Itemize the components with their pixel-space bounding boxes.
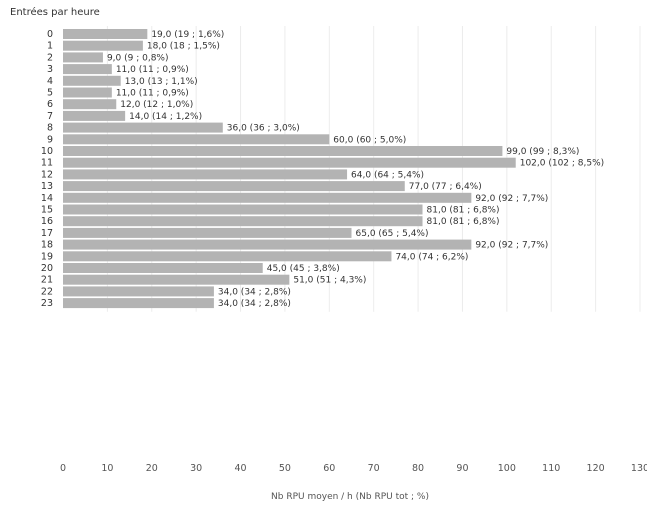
x-tick-label: 20 (146, 463, 158, 474)
data-label: 77,0 (77 ; 6,4%) (409, 182, 482, 192)
bar (63, 286, 214, 297)
data-label: 60,0 (60 ; 5,0%) (333, 135, 406, 145)
data-label: 45,0 (45 ; 3,8%) (267, 264, 340, 274)
bar (63, 239, 472, 250)
data-label: 12,0 (12 ; 1,0%) (120, 100, 193, 110)
data-label: 81,0 (81 ; 6,8%) (427, 217, 500, 227)
x-tick-label: 0 (60, 463, 66, 474)
bar (63, 169, 348, 180)
y-category-label: 4 (47, 76, 53, 87)
bar (63, 122, 223, 133)
data-label: 51,0 (51 ; 4,3%) (293, 276, 366, 286)
y-category-label: 9 (47, 134, 53, 145)
y-category-label: 18 (41, 240, 53, 251)
y-category-label: 22 (41, 286, 53, 297)
data-label: 92,0 (92 ; 7,7%) (475, 241, 548, 251)
data-label: 65,0 (65 ; 5,4%) (356, 229, 429, 239)
bar (63, 204, 423, 215)
y-category-label: 17 (41, 228, 53, 239)
y-category-label: 6 (47, 99, 53, 110)
bar (63, 146, 503, 156)
x-tick-label: 80 (412, 463, 424, 474)
y-category-label: 19 (41, 251, 53, 262)
bar (63, 274, 290, 285)
y-category-label: 14 (41, 193, 53, 204)
data-label: 18,0 (18 ; 1,5%) (147, 42, 220, 52)
y-category-label: 15 (41, 205, 53, 216)
chart-title: Entrées par heure (10, 7, 100, 18)
data-label: 36,0 (36 ; 3,0%) (227, 124, 300, 134)
bar (63, 99, 117, 110)
bar (63, 52, 103, 63)
y-category-label: 20 (41, 263, 53, 274)
x-tick-label: 100 (498, 463, 516, 474)
bar (63, 263, 263, 273)
bar (63, 227, 352, 238)
data-label: 14,0 (14 ; 1,2%) (129, 112, 202, 122)
bars (63, 29, 516, 309)
bar (63, 134, 330, 145)
bar (63, 87, 112, 98)
y-category-label: 0 (47, 29, 53, 40)
data-label: 102,0 (102 ; 8,5%) (520, 159, 604, 169)
data-label: 34,0 (34 ; 2,8%) (218, 299, 291, 309)
x-tick-label: 130 (631, 463, 647, 474)
bar (63, 29, 148, 39)
data-label: 19,0 (19 ; 1,6%) (151, 30, 224, 40)
data-label: 92,0 (92 ; 7,7%) (475, 194, 548, 204)
x-tick-label: 120 (587, 463, 605, 474)
y-category-label: 23 (41, 298, 53, 309)
data-label: 64,0 (64 ; 5,4%) (351, 170, 424, 180)
y-category-label: 10 (41, 146, 53, 157)
bar (63, 64, 112, 75)
y-category-label: 1 (47, 41, 53, 52)
data-label: 34,0 (34 ; 2,8%) (218, 287, 291, 297)
y-category-label: 16 (41, 216, 53, 227)
data-label: 81,0 (81 ; 6,8%) (427, 206, 500, 216)
bar (63, 110, 126, 121)
data-label: 13,0 (13 ; 1,1%) (125, 77, 198, 87)
x-tick-label: 50 (279, 463, 291, 474)
x-tick-label: 70 (368, 463, 380, 474)
bar (63, 192, 472, 203)
x-tick-label: 90 (456, 463, 468, 474)
y-category-label: 12 (41, 169, 53, 180)
y-category-label: 7 (47, 111, 53, 122)
bar (63, 157, 516, 168)
data-label: 9,0 (9 ; 0,8%) (107, 53, 169, 63)
bar (63, 298, 214, 309)
x-tick-label: 10 (101, 463, 113, 474)
x-tick-label: 30 (190, 463, 202, 474)
y-category-label: 8 (47, 123, 53, 134)
x-axis-title: Nb RPU moyen / h (Nb RPU tot ; %) (271, 492, 429, 502)
bar (63, 251, 392, 262)
y-category-label: 21 (41, 275, 53, 286)
data-label: 11,0 (11 ; 0,9%) (116, 65, 189, 75)
bar (63, 75, 121, 86)
y-category-label: 11 (41, 158, 53, 169)
x-tick-label: 60 (323, 463, 335, 474)
x-tick-label: 40 (234, 463, 246, 474)
bar (63, 216, 423, 227)
data-label: 99,0 (99 ; 8,3%) (506, 147, 579, 157)
data-label: 74,0 (74 ; 6,2%) (395, 252, 468, 262)
x-tick-label: 110 (542, 463, 560, 474)
data-label: 11,0 (11 ; 0,9%) (116, 89, 189, 99)
y-category-label: 5 (47, 88, 53, 99)
bar (63, 40, 143, 51)
y-category-label: 13 (41, 181, 53, 192)
y-category-label: 3 (47, 64, 53, 75)
y-category-label: 2 (47, 52, 53, 63)
bar (63, 181, 405, 192)
